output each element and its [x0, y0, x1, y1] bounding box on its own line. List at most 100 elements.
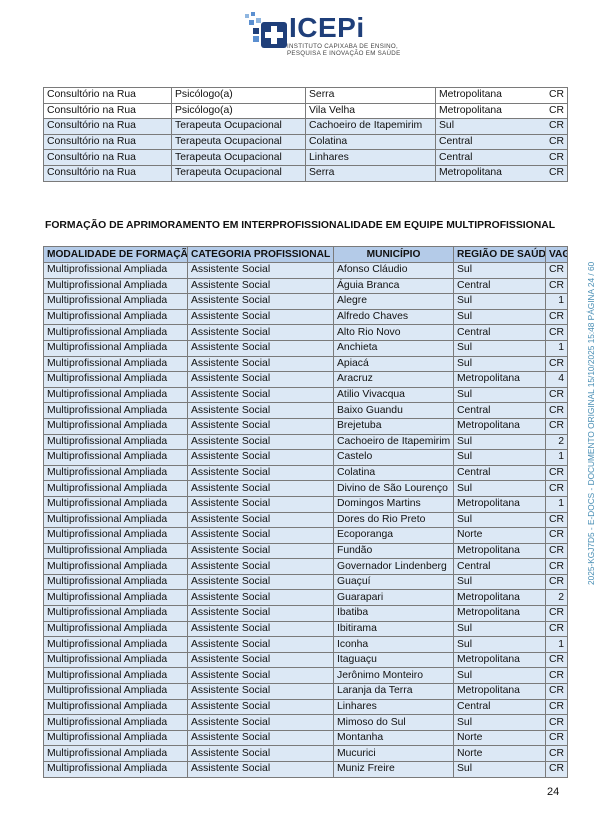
- page-number: 24: [547, 786, 560, 798]
- cell-modalidade: Multiprofissional Ampliada: [43, 714, 188, 731]
- document-stamp: 2025-KGJ7D5 - E-DOCS - DOCUMENTO ORIGINA…: [586, 261, 596, 585]
- cell-categoria: Assistente Social: [187, 511, 334, 529]
- cell-categoria: Assistente Social: [187, 605, 334, 622]
- cell-regiao: Sul: [453, 620, 546, 638]
- cell-regiao: Sul: [453, 573, 546, 591]
- table-multiprofissional: MODALIDADE DE FORMAÇÃO CATEGORIA PROFISS…: [43, 246, 568, 778]
- cell-vagas: CR: [545, 761, 568, 778]
- cell-regiao: Central: [435, 133, 546, 151]
- cell-municipio: Serra: [305, 87, 436, 104]
- cell-regiao: Central: [453, 698, 546, 716]
- cell-vagas: CR: [545, 667, 568, 685]
- cell-vagas: CR: [545, 651, 568, 669]
- cell-regiao: Central: [435, 149, 546, 166]
- cell-modalidade: Multiprofissional Ampliada: [43, 293, 188, 310]
- cell-municipio: Alegre: [333, 293, 454, 310]
- cell-modalidade: Multiprofissional Ampliada: [43, 589, 188, 607]
- cell-regiao: Metropolitana: [453, 683, 546, 700]
- cell-municipio: Mimoso do Sul: [333, 714, 454, 731]
- cell-categoria: Assistente Social: [187, 667, 334, 685]
- table-row: Consultório na Rua Terapeuta Ocupacional L…: [43, 149, 568, 166]
- cell-modalidade: Consultório na Rua: [43, 133, 172, 151]
- table-row: Multiprofissional Ampliada Assistente Soc…: [43, 480, 568, 497]
- cell-categoria: Assistente Social: [187, 620, 334, 638]
- table-row: Multiprofissional Ampliada Assistente Soc…: [43, 745, 568, 762]
- cell-modalidade: Consultório na Rua: [43, 87, 172, 104]
- cell-vagas: CR: [545, 133, 568, 151]
- cell-categoria: Assistente Social: [187, 714, 334, 731]
- cell-modalidade: Multiprofissional Ampliada: [43, 433, 188, 451]
- cell-modalidade: Multiprofissional Ampliada: [43, 371, 188, 388]
- table-header-row: MODALIDADE DE FORMAÇÃO CATEGORIA PROFISS…: [43, 246, 568, 263]
- cell-modalidade: Multiprofissional Ampliada: [43, 308, 188, 326]
- cell-vagas: CR: [545, 355, 568, 373]
- cell-modalidade: Multiprofissional Ampliada: [43, 277, 188, 295]
- cell-categoria: Terapeuta Ocupacional: [171, 118, 306, 135]
- table-row: Multiprofissional Ampliada Assistente Soc…: [43, 605, 568, 622]
- cell-categoria: Assistente Social: [187, 371, 334, 388]
- cell-modalidade: Multiprofissional Ampliada: [43, 605, 188, 622]
- cell-vagas: CR: [545, 417, 568, 435]
- cell-municipio: Alfredo Chaves: [333, 308, 454, 326]
- cell-vagas: 2: [545, 433, 568, 451]
- cell-categoria: Psicólogo(a): [171, 87, 306, 104]
- table-row: Consultório na Rua Psicólogo(a) Serra Metro…: [43, 87, 568, 104]
- section-title: FORMAÇÃO DE APRIMORAMENTO EM INTERPROFIS…: [45, 220, 556, 231]
- table-row: Multiprofissional Ampliada Assistente Soc…: [43, 433, 568, 451]
- cell-vagas: CR: [545, 480, 568, 497]
- cell-vagas: CR: [545, 573, 568, 591]
- cell-municipio: Afonso Cláudio: [333, 262, 454, 279]
- cell-municipio: Colatina: [333, 464, 454, 482]
- cell-municipio: Dores do Rio Preto: [333, 511, 454, 529]
- cell-categoria: Assistente Social: [187, 683, 334, 700]
- table-row: Multiprofissional Ampliada Assistente Soc…: [43, 698, 568, 716]
- cell-categoria: Assistente Social: [187, 293, 334, 310]
- cell-regiao: Central: [453, 558, 546, 575]
- cell-regiao: Norte: [453, 527, 546, 544]
- cell-vagas: CR: [545, 542, 568, 560]
- header-municipio: MUNICÍPIO: [333, 246, 454, 263]
- cell-vagas: CR: [545, 527, 568, 544]
- cell-vagas: CR: [545, 308, 568, 326]
- cell-modalidade: Multiprofissional Ampliada: [43, 480, 188, 497]
- table-row: Multiprofissional Ampliada Assistente Soc…: [43, 761, 568, 778]
- cell-modalidade: Multiprofissional Ampliada: [43, 449, 188, 466]
- cell-vagas: 1: [545, 449, 568, 466]
- cell-municipio: Mucurici: [333, 745, 454, 762]
- cell-categoria: Assistente Social: [187, 495, 334, 513]
- cell-municipio: Montanha: [333, 729, 454, 747]
- cell-vagas: 1: [545, 293, 568, 310]
- cell-vagas: CR: [545, 464, 568, 482]
- cell-municipio: Ibatiba: [333, 605, 454, 622]
- cell-modalidade: Multiprofissional Ampliada: [43, 698, 188, 716]
- cell-modalidade: Multiprofissional Ampliada: [43, 402, 188, 419]
- cell-categoria: Assistente Social: [187, 698, 334, 716]
- cell-categoria: Assistente Social: [187, 433, 334, 451]
- cell-municipio: Governador Lindenberg: [333, 558, 454, 575]
- cell-municipio: Linhares: [305, 149, 436, 166]
- cell-categoria: Assistente Social: [187, 542, 334, 560]
- cell-municipio: Anchieta: [333, 339, 454, 357]
- table-row: Multiprofissional Ampliada Assistente Soc…: [43, 308, 568, 326]
- cell-regiao: Sul: [453, 355, 546, 373]
- cell-municipio: Castelo: [333, 449, 454, 466]
- cell-municipio: Itaguaçu: [333, 651, 454, 669]
- cell-regiao: Sul: [453, 636, 546, 653]
- cell-regiao: Sul: [453, 667, 546, 685]
- cell-regiao: Sul: [453, 339, 546, 357]
- cell-regiao: Sul: [453, 511, 546, 529]
- cell-vagas: 2: [545, 589, 568, 607]
- logo-wordmark: ICEPi: [289, 12, 365, 43]
- cell-vagas: CR: [545, 511, 568, 529]
- cell-modalidade: Consultório na Rua: [43, 149, 172, 166]
- cell-municipio: Linhares: [333, 698, 454, 716]
- cell-vagas: CR: [545, 324, 568, 341]
- cell-categoria: Assistente Social: [187, 449, 334, 466]
- cell-categoria: Terapeuta Ocupacional: [171, 133, 306, 151]
- cell-municipio: Guarapari: [333, 589, 454, 607]
- cell-vagas: 1: [545, 636, 568, 653]
- cell-municipio: Cachoeiro de Itapemirim: [305, 118, 436, 135]
- cell-categoria: Psicólogo(a): [171, 102, 306, 120]
- cell-categoria: Assistente Social: [187, 573, 334, 591]
- cell-modalidade: Consultório na Rua: [43, 118, 172, 135]
